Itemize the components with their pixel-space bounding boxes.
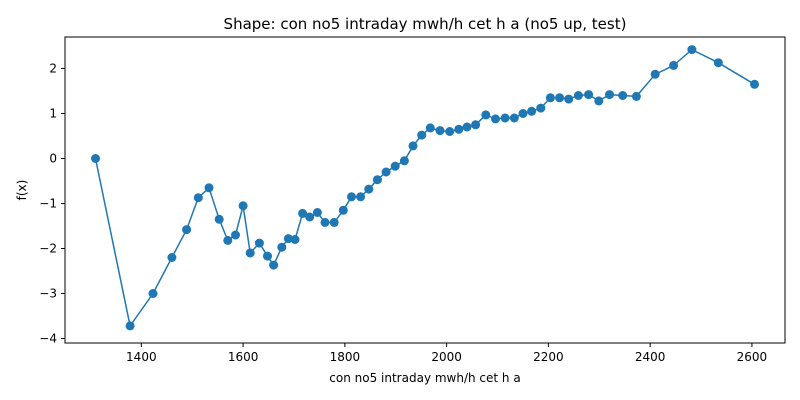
data-point [148,289,158,298]
data-point [269,260,279,270]
data-point [390,161,400,171]
data-point [573,91,583,100]
data-point [364,184,374,194]
y-tick-label: 2 [49,62,57,76]
x-tick-label: 1400 [126,350,157,364]
data-point [500,113,510,123]
y-tick-label: −4 [39,332,57,346]
data-point [277,242,287,252]
data-point [594,96,604,106]
x-tick-label: 2200 [533,350,564,364]
data-point [214,214,224,224]
data-point [408,141,418,151]
series-points [91,45,759,331]
data-point [417,130,427,140]
data-point [435,126,445,136]
data-point [445,127,455,136]
data-point [182,225,192,235]
x-tick-label: 2600 [737,350,768,364]
data-point [193,193,203,203]
data-point [631,91,641,101]
data-point [462,122,472,132]
data-point [536,103,546,113]
data-point [527,106,537,116]
chart-title: Shape: con no5 intraday mwh/h cet h a (n… [224,15,627,33]
data-point [618,91,628,100]
data-point [238,201,248,211]
data-point [231,230,240,240]
x-tick-label: 1600 [228,350,259,364]
data-point [167,253,177,262]
plot-frame [64,36,786,344]
data-point [305,212,315,222]
data-point [713,58,723,68]
data-point [669,60,679,70]
data-point [372,175,382,185]
data-point [283,234,293,244]
y-tick-label: −2 [39,242,57,256]
y-tick-label: 1 [49,107,57,121]
data-point [750,79,759,89]
data-point [491,114,500,124]
data-point [91,154,100,163]
x-axis-label: con no5 intraday mwh/h cet h a [329,371,520,385]
y-tick-label: 0 [49,152,57,166]
data-point [263,251,272,261]
data-point [564,94,574,104]
data-point [320,217,330,227]
data-point [399,156,409,166]
data-point [290,235,300,244]
data-point [545,93,555,103]
data-point [584,90,594,100]
y-axis-label: f(x) [15,180,29,201]
data-point [338,205,348,215]
data-point [471,120,481,130]
data-point [298,208,308,218]
data-point [481,110,491,120]
y-tick-label: −1 [39,197,57,211]
data-point [425,123,435,133]
data-point [125,321,135,331]
data-point [312,208,322,217]
x-axis: 1400 1600 1800 2000 2200 2400 2600 [126,343,767,364]
data-point [204,183,214,193]
data-point [555,93,565,103]
data-point [254,238,264,248]
data-point [245,248,255,258]
data-point [347,192,356,202]
data-point [605,90,614,100]
data-point [518,109,528,118]
x-tick-label: 2000 [431,350,462,364]
data-point [687,45,697,55]
x-tick-label: 2400 [635,350,666,364]
x-tick-label: 1800 [330,350,361,364]
data-point [454,124,464,134]
y-tick-label: −3 [39,287,57,301]
data-point [509,113,519,123]
plot-area [65,37,785,343]
data-point [356,192,366,202]
data-point [223,235,233,245]
data-point [650,69,660,79]
data-point [381,167,391,177]
data-point [329,217,339,227]
y-axis: −4 −3 −2 −1 0 1 2 [39,62,65,346]
